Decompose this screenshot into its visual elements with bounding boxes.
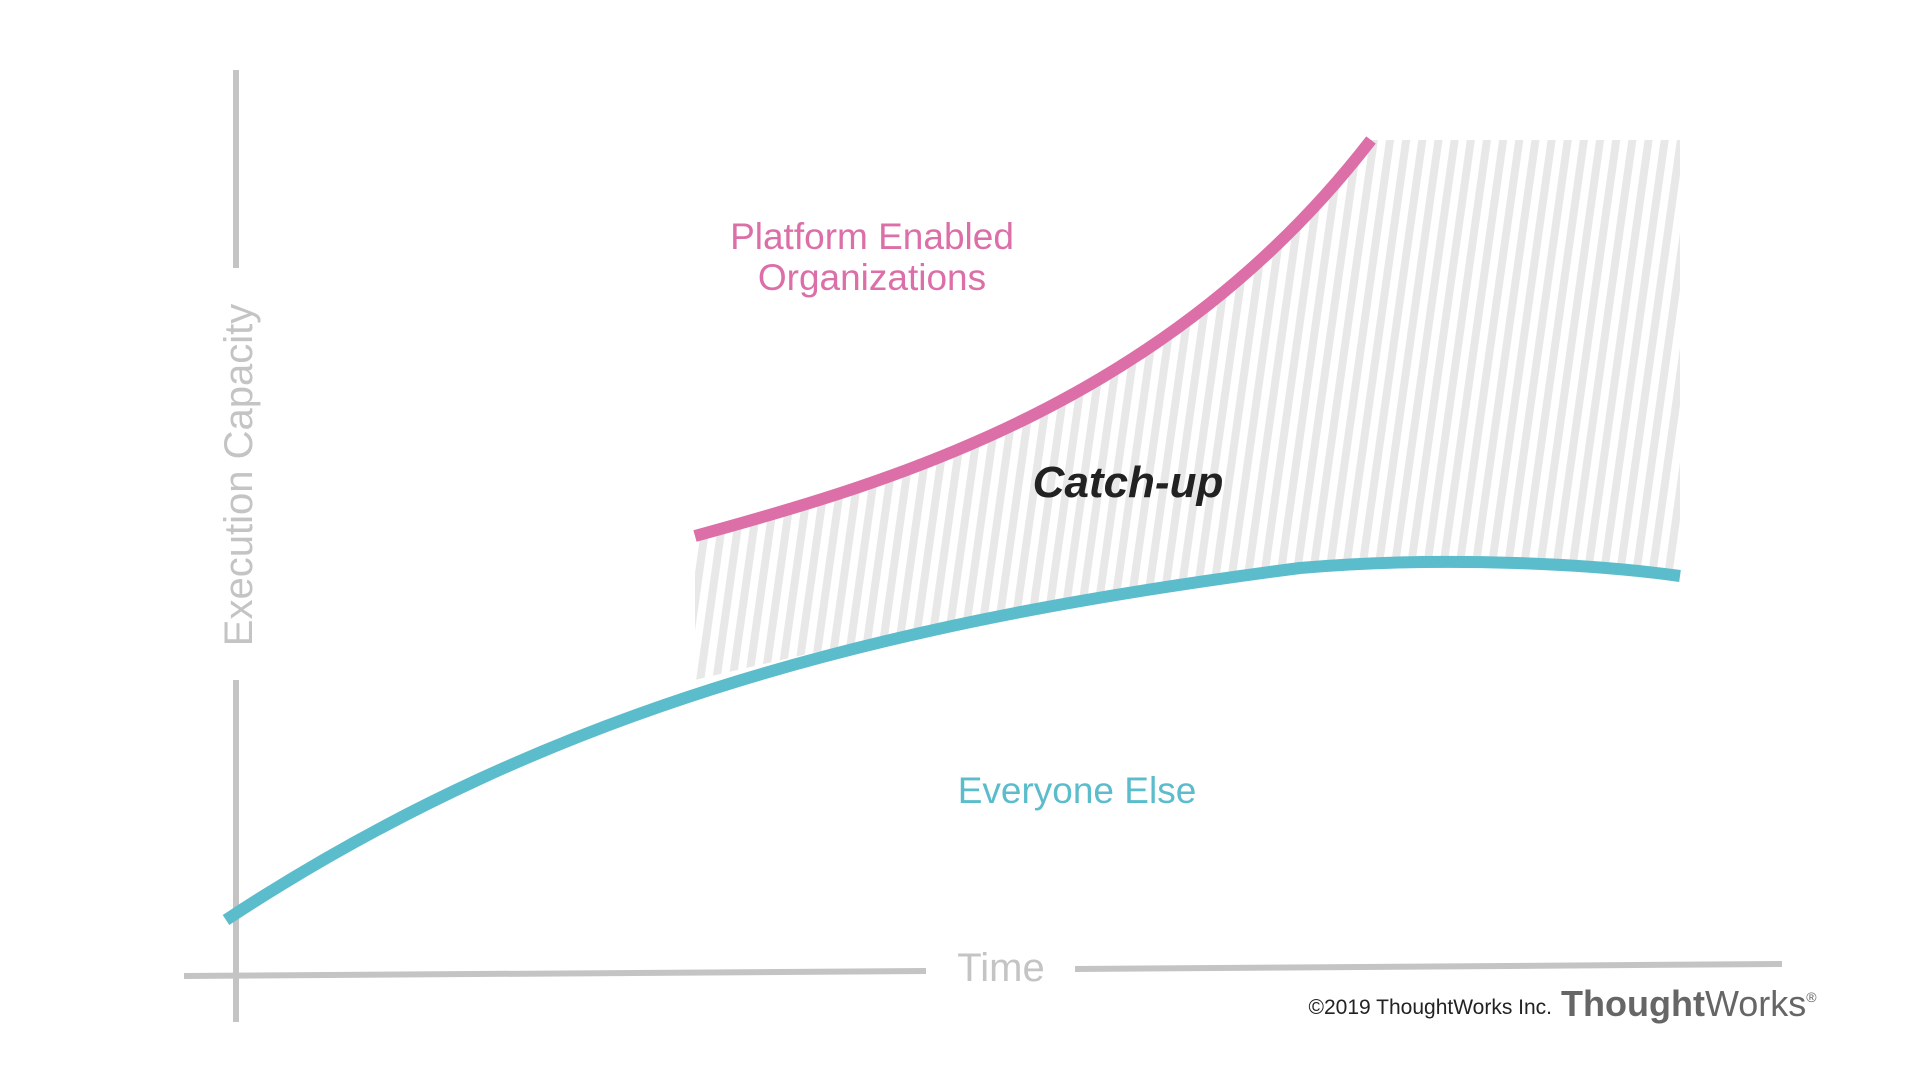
x-axis-right bbox=[1074, 961, 1783, 972]
logo-registered-mark: ® bbox=[1806, 989, 1817, 1005]
copyright-text: ©2019 ThoughtWorks Inc. bbox=[1309, 996, 1553, 1019]
y-axis-label: Execution Capacity bbox=[217, 304, 261, 646]
x-axis-left bbox=[183, 968, 927, 979]
platform-label-line-2: Organizations bbox=[758, 257, 986, 298]
platform-enabled-curve bbox=[693, 136, 1376, 542]
catch-up-label: Catch-up bbox=[1033, 458, 1224, 507]
logo-bold-part: Thought bbox=[1561, 983, 1705, 1024]
thoughtworks-logo: ThoughtWorks® bbox=[1561, 983, 1817, 1024]
catch-up-region bbox=[695, 140, 1680, 680]
x-axis-label: Time bbox=[957, 946, 1044, 990]
everyone-else-curve bbox=[222, 555, 1681, 926]
everyone-else-label: Everyone Else bbox=[958, 770, 1197, 811]
platform-label-line-1: Platform Enabled bbox=[730, 216, 1014, 257]
logo-regular-part: Works bbox=[1705, 983, 1806, 1024]
